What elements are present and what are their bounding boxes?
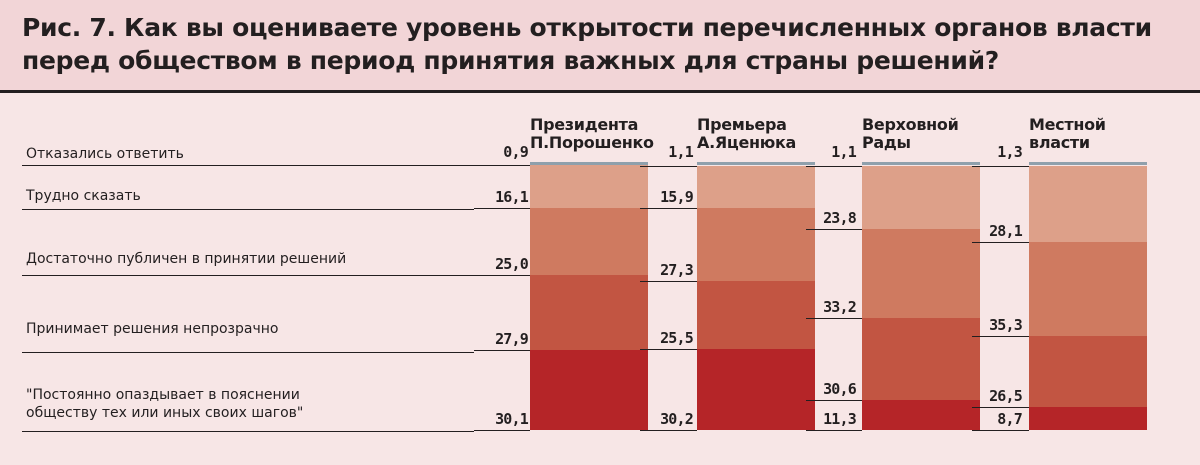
value-label: 8,7 bbox=[997, 410, 1023, 428]
value-label: 25,5 bbox=[660, 329, 694, 348]
bar-segment bbox=[530, 165, 648, 209]
column-header-line: Премьера bbox=[697, 115, 787, 134]
column-header: Президента П.Порошенко bbox=[530, 116, 700, 152]
column-header-line: власти bbox=[1029, 133, 1090, 152]
value-tick-line bbox=[806, 229, 862, 230]
column-header-line: А.Яценюка bbox=[697, 133, 797, 152]
column-header-line: П.Порошенко bbox=[530, 133, 654, 152]
value-label: 27,3 bbox=[660, 261, 694, 280]
row-label: Трудно сказать bbox=[26, 187, 141, 205]
value-tick-line bbox=[474, 350, 530, 351]
value-label: 33,2 bbox=[823, 298, 857, 317]
value-tick-line bbox=[972, 242, 1029, 243]
bar-segment bbox=[697, 165, 815, 209]
column-header-line: Верховной bbox=[862, 115, 959, 134]
value-tick-line bbox=[640, 349, 697, 350]
bar-segment-no-answer bbox=[862, 162, 980, 165]
value-tick-line bbox=[806, 430, 862, 431]
value-tick-line bbox=[640, 208, 697, 209]
bar-segment-no-answer bbox=[530, 162, 648, 165]
value-tick-line bbox=[640, 430, 697, 431]
value-tick-line bbox=[474, 430, 530, 431]
value-label: 1,1 bbox=[831, 143, 857, 161]
bar-segment bbox=[530, 349, 648, 430]
column-header: Местной власти bbox=[1029, 116, 1199, 152]
leader-line bbox=[22, 352, 474, 353]
bar-segment bbox=[1029, 406, 1147, 430]
row-label: Отказались ответить bbox=[26, 145, 184, 163]
value-tick-line bbox=[474, 275, 530, 276]
value-label: 0,9 bbox=[503, 143, 529, 161]
leader-line bbox=[22, 165, 474, 166]
row-label-line: Достаточно публичен в принятии решений bbox=[26, 251, 347, 267]
row-label-line: "Постоянно опаздывает в пояснении bbox=[26, 387, 300, 403]
leader-line bbox=[22, 275, 474, 276]
value-label: 27,9 bbox=[495, 329, 529, 348]
value-label: 23,8 bbox=[823, 209, 857, 228]
bar-segment bbox=[530, 275, 648, 350]
bar-segment bbox=[1029, 335, 1147, 407]
value-label: 16,1 bbox=[495, 188, 529, 207]
value-tick-line bbox=[474, 208, 530, 209]
chart-title: Рис. 7. Как вы оцениваете уровень открыт… bbox=[22, 13, 1152, 75]
bar-segment bbox=[1029, 241, 1147, 336]
column-header: Верховной Рады bbox=[862, 116, 1032, 152]
header-band: Рис. 7. Как вы оцениваете уровень открыт… bbox=[0, 0, 1200, 93]
bar-segment-no-answer bbox=[697, 162, 815, 165]
column-header-line: Местной bbox=[1029, 115, 1106, 134]
value-label: 1,1 bbox=[668, 143, 694, 161]
row-label-line: обществу тех или иных своих шагов" bbox=[26, 405, 304, 421]
value-label: 35,3 bbox=[989, 315, 1023, 334]
bar-segment bbox=[862, 165, 980, 230]
value-label: 30,1 bbox=[495, 410, 529, 428]
column-header-line: Рады bbox=[862, 133, 911, 152]
row-label-line: Принимает решения непрозрачно bbox=[26, 321, 279, 337]
value-tick-line bbox=[806, 318, 862, 319]
row-label: "Постоянно опаздывает в пояснении обществ… bbox=[26, 386, 303, 422]
value-label: 30,2 bbox=[660, 410, 694, 428]
bar-segment bbox=[1029, 166, 1147, 242]
value-tick-line bbox=[640, 281, 697, 282]
value-label: 28,1 bbox=[989, 221, 1023, 240]
bar-segment bbox=[530, 208, 648, 276]
column-header: Премьера А.Яценюка bbox=[697, 116, 867, 152]
column-header-line: Президента bbox=[530, 115, 639, 134]
value-label: 25,0 bbox=[495, 255, 529, 274]
bar-segment bbox=[697, 349, 815, 430]
bar-segment-no-answer bbox=[1029, 162, 1147, 165]
value-tick-line bbox=[806, 400, 862, 401]
bar-segment bbox=[697, 208, 815, 282]
value-tick-line bbox=[972, 166, 1029, 167]
bar-segment bbox=[862, 399, 980, 430]
bar-segment bbox=[862, 229, 980, 319]
value-tick-line bbox=[972, 430, 1029, 431]
bar-segment bbox=[697, 281, 815, 350]
value-label: 26,5 bbox=[989, 386, 1023, 405]
value-tick-line bbox=[806, 166, 862, 167]
value-label: 30,6 bbox=[823, 379, 857, 398]
row-label-line: Отказались ответить bbox=[26, 146, 184, 162]
leader-line bbox=[22, 431, 474, 432]
value-tick-line bbox=[474, 165, 530, 166]
value-tick-line bbox=[972, 407, 1029, 408]
row-label: Принимает решения непрозрачно bbox=[26, 320, 278, 338]
bar-segment bbox=[862, 318, 980, 400]
value-tick-line bbox=[972, 336, 1029, 337]
value-tick-line bbox=[640, 166, 697, 167]
value-label: 15,9 bbox=[660, 188, 694, 207]
value-label: 11,3 bbox=[823, 410, 857, 428]
row-label-line: Трудно сказать bbox=[26, 188, 141, 204]
row-label: Достаточно публичен в принятии решений bbox=[26, 250, 346, 268]
value-label: 1,3 bbox=[997, 143, 1023, 161]
leader-line bbox=[22, 209, 474, 210]
